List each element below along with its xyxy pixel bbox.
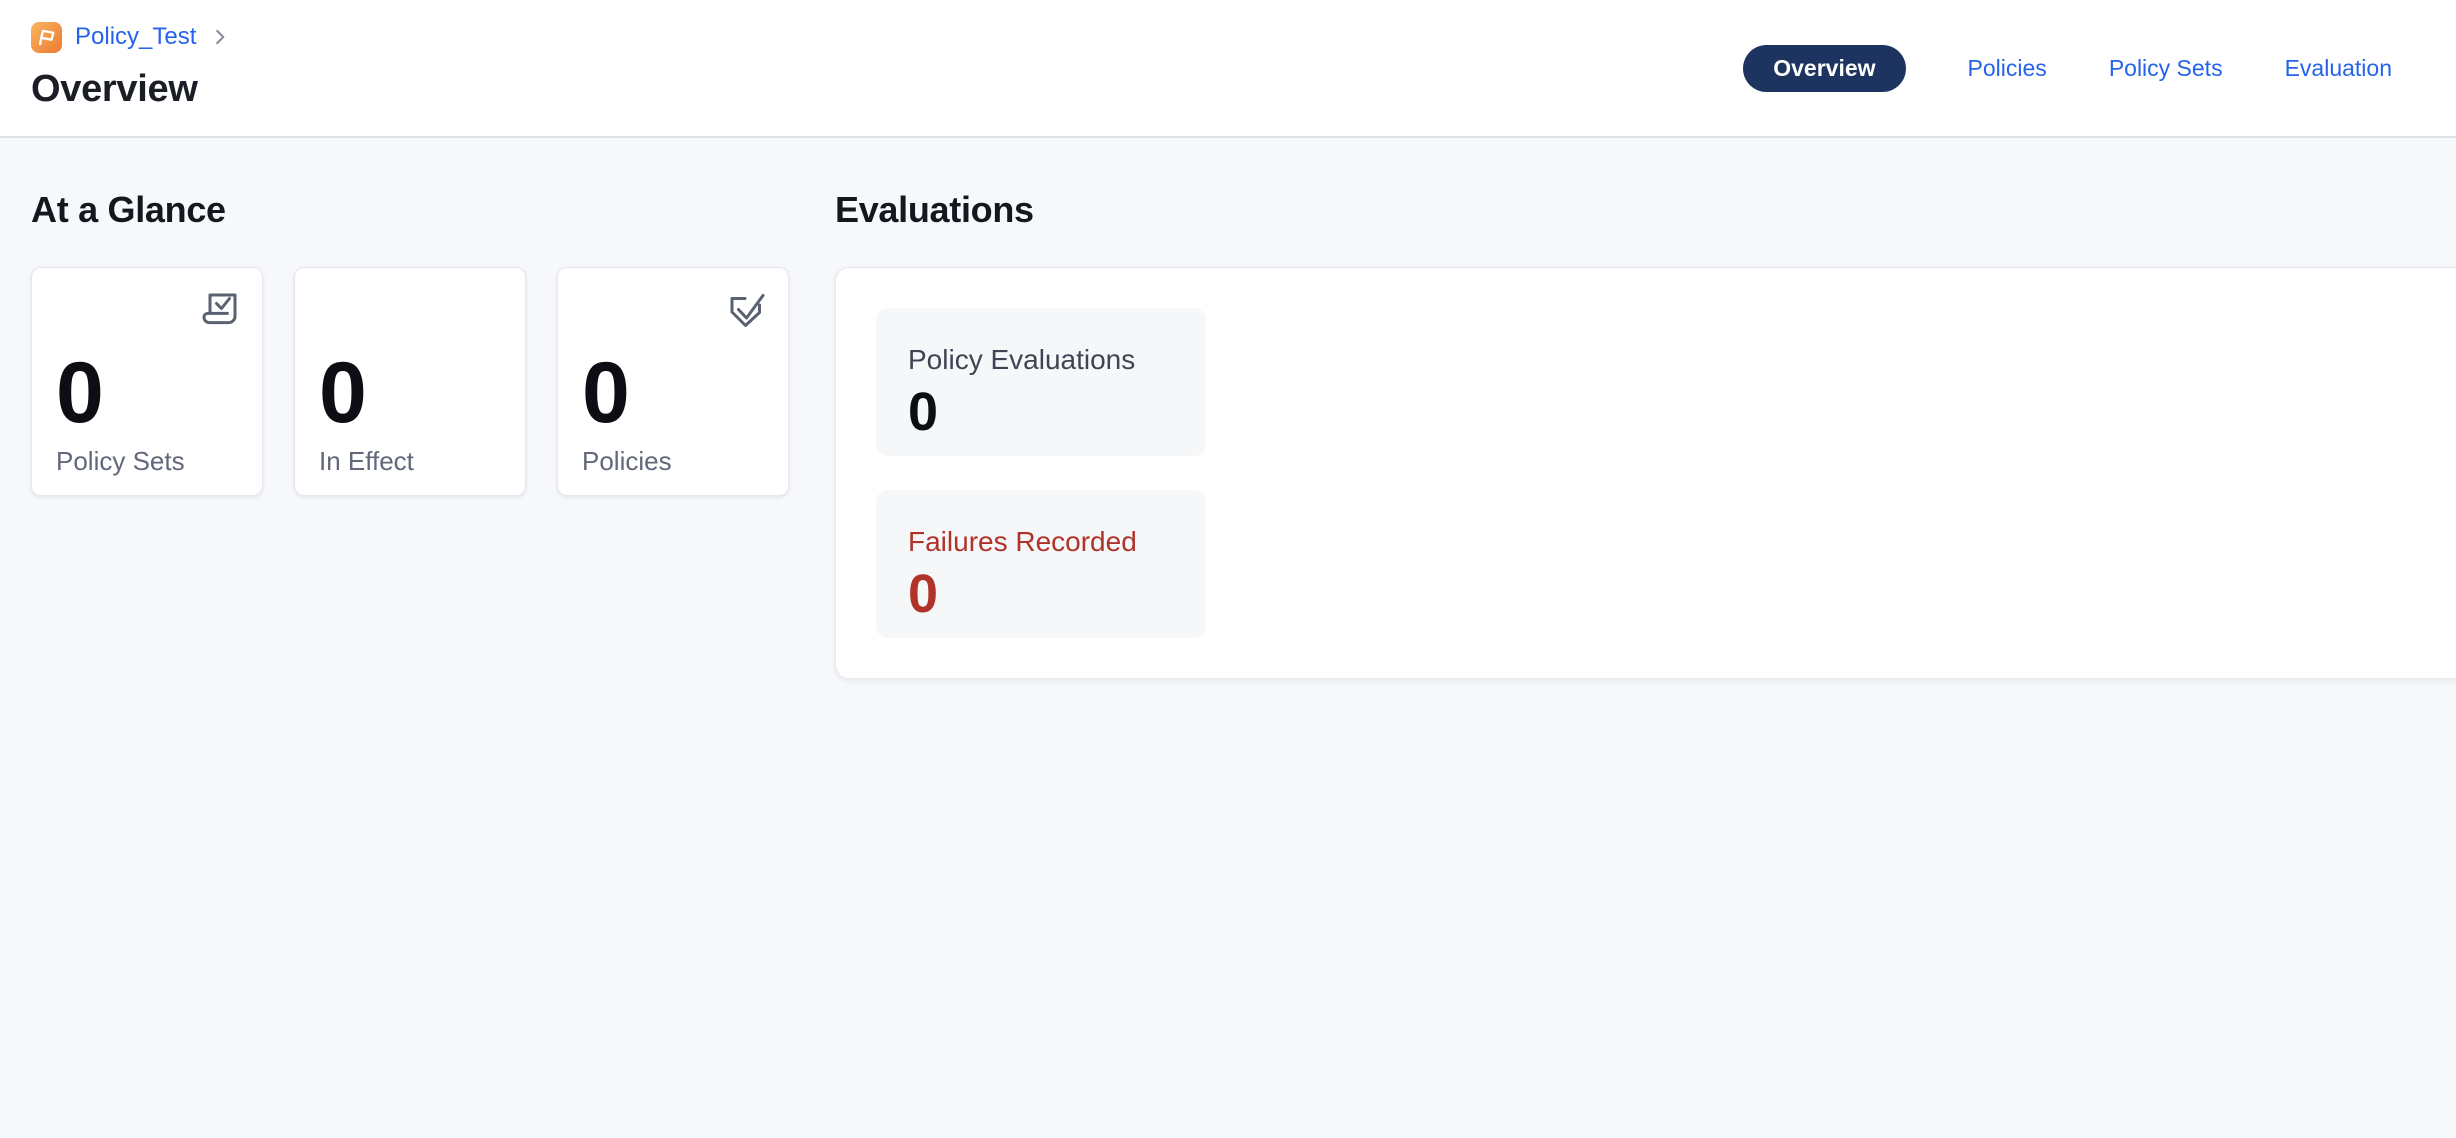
shield-check-icon — [722, 288, 768, 334]
policy-evaluations-tile: Policy Evaluations 0 — [876, 308, 1206, 457]
main-content: At a Glance 0 Policy Sets 0 In Effect — [0, 138, 2456, 680]
stat-card-policies: 0 Policies — [557, 267, 789, 497]
tile-label: Failures Recorded — [908, 526, 1137, 558]
stat-value: 0 — [319, 345, 367, 442]
page-title: Overview — [31, 68, 198, 110]
stat-label: Policy Sets — [56, 446, 185, 477]
stat-label: Policies — [582, 446, 672, 477]
at-a-glance-heading: At a Glance — [31, 189, 226, 230]
glance-cards-row: 0 Policy Sets 0 In Effect 0 Policies — [31, 267, 789, 497]
tile-value: 0 — [908, 564, 939, 625]
stat-card-policy-sets: 0 Policy Sets — [31, 267, 263, 497]
chevron-right-icon — [209, 26, 231, 48]
header-left: Policy_Test Overview — [31, 0, 231, 111]
tab-policies[interactable]: Policies — [1967, 54, 2047, 81]
tab-overview[interactable]: Overview — [1743, 44, 1906, 92]
tab-evaluation[interactable]: Evaluation — [2284, 54, 2392, 81]
sentinel-policy-logo-icon — [31, 21, 62, 53]
scroll-check-icon — [196, 288, 242, 334]
breadcrumb: Policy_Test — [31, 21, 231, 53]
at-a-glance-section: At a Glance 0 Policy Sets 0 In Effect — [31, 188, 789, 679]
tile-label: Policy Evaluations — [908, 344, 1136, 376]
tile-value: 0 — [908, 382, 939, 443]
header-nav: Overview Policies Policy Sets Evaluation — [1743, 0, 2392, 138]
stat-value: 0 — [56, 345, 104, 442]
stat-value: 0 — [582, 345, 630, 442]
evaluations-heading: Evaluations — [835, 189, 1034, 230]
page-header: Policy_Test Overview Overview Policies P… — [0, 0, 2456, 138]
stat-card-in-effect: 0 In Effect — [294, 267, 526, 497]
tab-policy-sets[interactable]: Policy Sets — [2108, 54, 2223, 81]
breadcrumb-project-link[interactable]: Policy_Test — [75, 23, 197, 50]
stat-label: In Effect — [319, 446, 414, 477]
evaluations-section: Evaluations Policy Evaluations 0 Failure… — [835, 188, 2456, 680]
evaluations-card: Policy Evaluations 0 Failures Recorded 0 — [835, 267, 2456, 680]
failures-recorded-tile: Failures Recorded 0 — [876, 490, 1206, 639]
